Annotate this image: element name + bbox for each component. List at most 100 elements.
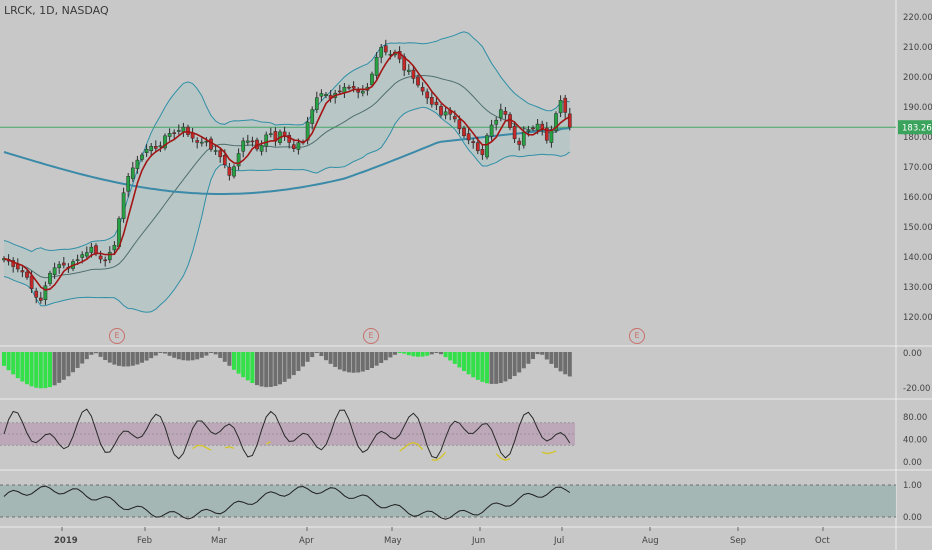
candle-body <box>112 245 117 251</box>
candle-body <box>98 255 103 260</box>
candle-body <box>531 127 535 130</box>
histogram-bar <box>540 352 545 355</box>
candle-body <box>213 150 218 152</box>
histogram-bar <box>512 352 517 377</box>
histogram-bar <box>337 352 342 370</box>
histogram-bar <box>121 352 126 367</box>
candle-body <box>89 246 94 253</box>
histogram-bar <box>439 352 443 355</box>
histogram-bar <box>176 352 181 360</box>
candle-body <box>130 167 135 179</box>
histogram-bar <box>356 352 361 373</box>
candle-body <box>567 113 572 128</box>
candle-body <box>282 131 287 137</box>
time-axis-tick: 2019 <box>54 536 78 546</box>
earnings-marker-jul[interactable]: E <box>629 328 645 344</box>
candle-body <box>167 133 172 137</box>
histogram-bar <box>429 352 434 355</box>
candle-body <box>310 109 315 124</box>
candle-body <box>563 97 568 113</box>
price-axis-tick: 180.00 <box>903 133 932 143</box>
candle-body <box>429 97 434 105</box>
histogram-bar <box>314 352 319 353</box>
price-axis-tick: 200.00 <box>903 73 932 83</box>
histogram-bar <box>172 352 177 358</box>
histogram-bar <box>48 352 52 388</box>
candle-body <box>489 124 494 137</box>
earnings-marker-apr[interactable]: E <box>363 328 379 344</box>
histogram-bar <box>310 352 315 358</box>
histogram-bar <box>52 352 57 386</box>
histogram-bar <box>351 352 356 373</box>
histogram-bar <box>420 352 425 357</box>
histogram-bar <box>402 352 407 354</box>
candle-body <box>264 134 269 147</box>
candle-body <box>218 150 223 158</box>
histogram-bar <box>360 352 365 372</box>
candle-body <box>296 142 301 150</box>
histogram-bar <box>370 352 374 369</box>
histogram-bar <box>296 352 301 371</box>
histogram-bar <box>158 352 163 353</box>
histogram-bar <box>324 352 328 361</box>
candle-body <box>434 101 439 106</box>
histogram-bar <box>287 352 292 379</box>
bollinger-fill <box>4 31 570 313</box>
candle-body <box>34 290 39 298</box>
candle-body <box>241 140 246 152</box>
price-axis-tick: 140.00 <box>903 253 932 263</box>
ma-fast-line <box>3 51 571 291</box>
price-axis-tick: 190.00 <box>903 103 932 113</box>
candle-body <box>61 262 66 266</box>
candle-body <box>80 254 85 258</box>
candle-body <box>149 146 154 152</box>
histogram-bar <box>98 352 103 357</box>
histogram-bar <box>218 352 223 358</box>
histogram-bar <box>448 352 453 361</box>
histogram-bar <box>264 352 269 388</box>
candle-body <box>52 267 57 275</box>
histogram-bar <box>107 352 112 363</box>
histogram-bar <box>333 352 338 367</box>
histogram-bar <box>135 352 140 365</box>
candle-body <box>25 271 29 278</box>
candle-body <box>535 123 540 131</box>
bollinger-basis-line <box>3 74 570 279</box>
time-axis-tick: Mar <box>211 536 228 546</box>
stochastic-signal-segment <box>192 444 212 451</box>
stochastic-axis-tick: 0.00 <box>903 458 922 468</box>
time-axis-tick: Jul <box>553 536 564 546</box>
candle-body <box>176 130 181 132</box>
price-axis-tick: 150.00 <box>903 223 932 233</box>
histogram-bar <box>38 352 43 389</box>
time-axis-tick: Oct <box>815 536 830 546</box>
histogram-bar <box>521 352 526 369</box>
candle-body <box>291 144 296 149</box>
histogram-bar <box>278 352 282 385</box>
price-axis-tick: 130.00 <box>903 283 932 293</box>
histogram-bar <box>475 352 480 380</box>
histogram-axis-tick: 0.00 <box>903 349 922 359</box>
candle-body <box>57 264 62 269</box>
candle-body <box>259 145 264 152</box>
candle-body <box>158 145 163 148</box>
histogram-bar <box>149 352 154 359</box>
histogram-bar <box>471 352 476 378</box>
candle-body <box>554 113 558 131</box>
time-axis-tick: Jun <box>471 536 485 546</box>
histogram-bar <box>25 352 29 385</box>
histogram-bar <box>103 352 108 361</box>
stochastic-axis-tick: 80.00 <box>903 413 927 423</box>
histogram-bar <box>94 352 98 354</box>
histogram-bar <box>186 352 190 361</box>
price-axis-tick: 210.00 <box>903 43 932 53</box>
histogram-bar <box>126 352 131 367</box>
histogram-bar <box>71 352 75 373</box>
histogram-bar <box>434 352 439 353</box>
candle-body <box>360 90 365 94</box>
earnings-marker-jan[interactable]: E <box>109 328 125 344</box>
candle-body <box>186 126 190 135</box>
candle-body <box>48 272 52 284</box>
candle-body <box>462 127 466 137</box>
